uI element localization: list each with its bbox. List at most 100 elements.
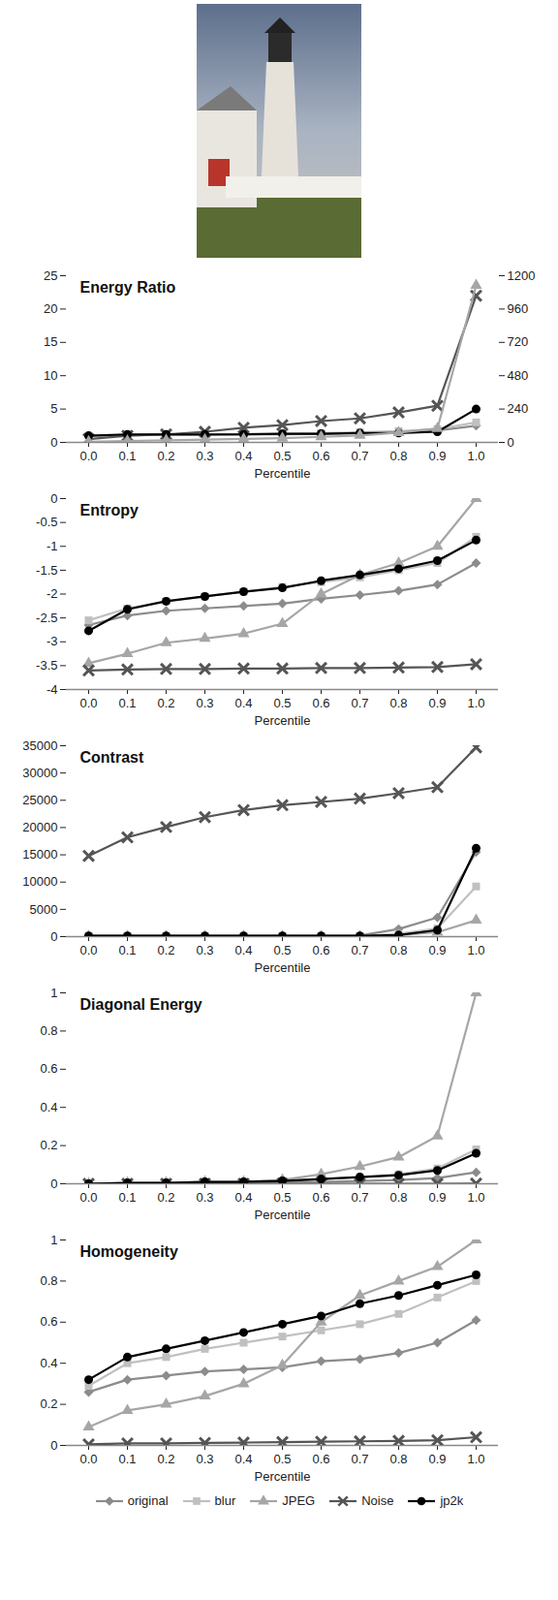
svg-text:0.3: 0.3 — [195, 695, 214, 711]
svg-text:0.6: 0.6 — [311, 942, 330, 958]
svg-text:0.6: 0.6 — [311, 695, 330, 711]
svg-text:Percentile: Percentile — [254, 1468, 311, 1484]
svg-text:0.4: 0.4 — [234, 695, 252, 711]
svg-text:10: 10 — [43, 368, 58, 383]
svg-text:0.5: 0.5 — [273, 942, 291, 958]
svg-text:0.4: 0.4 — [234, 1451, 252, 1466]
svg-text:0.7: 0.7 — [350, 1451, 369, 1466]
svg-text:0.8: 0.8 — [389, 1451, 407, 1466]
svg-text:0.7: 0.7 — [350, 1189, 369, 1205]
svg-text:0.5: 0.5 — [273, 448, 291, 464]
svg-text:1.0: 1.0 — [466, 695, 485, 711]
svg-text:0.4: 0.4 — [39, 1099, 58, 1115]
svg-text:0: 0 — [50, 1176, 58, 1191]
svg-text:1200: 1200 — [507, 268, 536, 283]
svg-text:0: 0 — [50, 434, 58, 450]
svg-text:0.7: 0.7 — [350, 695, 369, 711]
svg-text:Energy Ratio: Energy Ratio — [80, 279, 177, 296]
svg-text:0.0: 0.0 — [79, 942, 97, 958]
svg-text:-3: -3 — [46, 633, 59, 649]
svg-text:0.1: 0.1 — [118, 1189, 136, 1205]
svg-text:0.2: 0.2 — [39, 1395, 58, 1411]
svg-text:1.0: 1.0 — [466, 942, 485, 958]
svg-text:-2.5: -2.5 — [35, 610, 58, 625]
svg-text:Percentile: Percentile — [254, 713, 311, 728]
svg-text:0.5: 0.5 — [273, 1451, 291, 1466]
svg-text:0.4: 0.4 — [39, 1355, 58, 1370]
svg-text:0.3: 0.3 — [195, 942, 214, 958]
svg-text:0.0: 0.0 — [79, 448, 97, 464]
svg-text:0.3: 0.3 — [195, 448, 214, 464]
svg-text:0.9: 0.9 — [428, 1189, 446, 1205]
svg-text:0.2: 0.2 — [156, 448, 175, 464]
svg-text:0.8: 0.8 — [389, 448, 407, 464]
svg-text:0.1: 0.1 — [118, 448, 136, 464]
svg-text:0.4: 0.4 — [234, 1189, 252, 1205]
svg-text:0.5: 0.5 — [273, 1189, 291, 1205]
svg-text:0.2: 0.2 — [156, 1189, 175, 1205]
svg-text:0.0: 0.0 — [79, 1189, 97, 1205]
svg-text:0.1: 0.1 — [118, 1451, 136, 1466]
svg-text:0.2: 0.2 — [156, 695, 175, 711]
svg-text:Homogeneity: Homogeneity — [80, 1242, 179, 1260]
svg-text:0: 0 — [50, 491, 58, 506]
svg-text:0.8: 0.8 — [389, 1189, 407, 1205]
svg-text:0.7: 0.7 — [350, 448, 369, 464]
svg-text:1.0: 1.0 — [466, 448, 485, 464]
svg-text:0.8: 0.8 — [39, 1023, 58, 1038]
svg-text:-0.5: -0.5 — [35, 514, 58, 529]
svg-text:0.9: 0.9 — [428, 448, 446, 464]
svg-text:240: 240 — [507, 401, 529, 416]
svg-text:Percentile: Percentile — [254, 960, 311, 975]
svg-text:0.2: 0.2 — [156, 942, 175, 958]
svg-text:0.1: 0.1 — [118, 695, 136, 711]
svg-text:20000: 20000 — [22, 819, 58, 835]
svg-text:0.4: 0.4 — [234, 942, 252, 958]
svg-text:15: 15 — [43, 334, 58, 349]
svg-text:Contrast: Contrast — [80, 748, 145, 766]
svg-text:0.9: 0.9 — [428, 942, 446, 958]
svg-text:-1: -1 — [46, 538, 59, 554]
svg-text:0.4: 0.4 — [234, 448, 252, 464]
svg-text:480: 480 — [507, 368, 529, 383]
svg-text:0.5: 0.5 — [273, 695, 291, 711]
svg-text:0.2: 0.2 — [39, 1137, 58, 1152]
svg-text:-2: -2 — [46, 586, 59, 601]
svg-text:0.6: 0.6 — [311, 448, 330, 464]
svg-text:0.7: 0.7 — [350, 942, 369, 958]
svg-text:1.0: 1.0 — [466, 1189, 485, 1205]
svg-text:Percentile: Percentile — [254, 465, 311, 481]
svg-text:0.8: 0.8 — [39, 1272, 58, 1288]
svg-text:Entropy: Entropy — [80, 501, 140, 519]
svg-text:0.6: 0.6 — [311, 1451, 330, 1466]
svg-text:5: 5 — [50, 401, 58, 416]
svg-text:25000: 25000 — [22, 792, 58, 807]
svg-text:0.3: 0.3 — [195, 1451, 214, 1466]
svg-text:0.0: 0.0 — [79, 1451, 97, 1466]
svg-text:0.3: 0.3 — [195, 1189, 214, 1205]
svg-text:1: 1 — [50, 985, 58, 1000]
svg-text:10000: 10000 — [22, 873, 58, 889]
svg-text:-4: -4 — [46, 682, 59, 697]
svg-text:0: 0 — [50, 1437, 58, 1453]
svg-text:1.0: 1.0 — [466, 1451, 485, 1466]
svg-text:25: 25 — [43, 268, 58, 283]
svg-text:0.2: 0.2 — [156, 1451, 175, 1466]
svg-text:0.1: 0.1 — [118, 942, 136, 958]
svg-text:0.6: 0.6 — [311, 1189, 330, 1205]
svg-text:20: 20 — [43, 301, 58, 316]
svg-text:0.9: 0.9 — [428, 695, 446, 711]
svg-text:0.6: 0.6 — [39, 1060, 58, 1076]
svg-text:720: 720 — [507, 334, 529, 349]
svg-text:0.6: 0.6 — [39, 1313, 58, 1329]
svg-text:1: 1 — [50, 1232, 58, 1247]
svg-text:0: 0 — [50, 929, 58, 944]
svg-text:0.0: 0.0 — [79, 695, 97, 711]
svg-text:15000: 15000 — [22, 846, 58, 862]
svg-text:Percentile: Percentile — [254, 1207, 311, 1222]
svg-text:0: 0 — [507, 434, 515, 450]
svg-text:30000: 30000 — [22, 765, 58, 780]
svg-text:-1.5: -1.5 — [35, 562, 58, 578]
svg-text:0.9: 0.9 — [428, 1451, 446, 1466]
svg-text:0.8: 0.8 — [389, 695, 407, 711]
